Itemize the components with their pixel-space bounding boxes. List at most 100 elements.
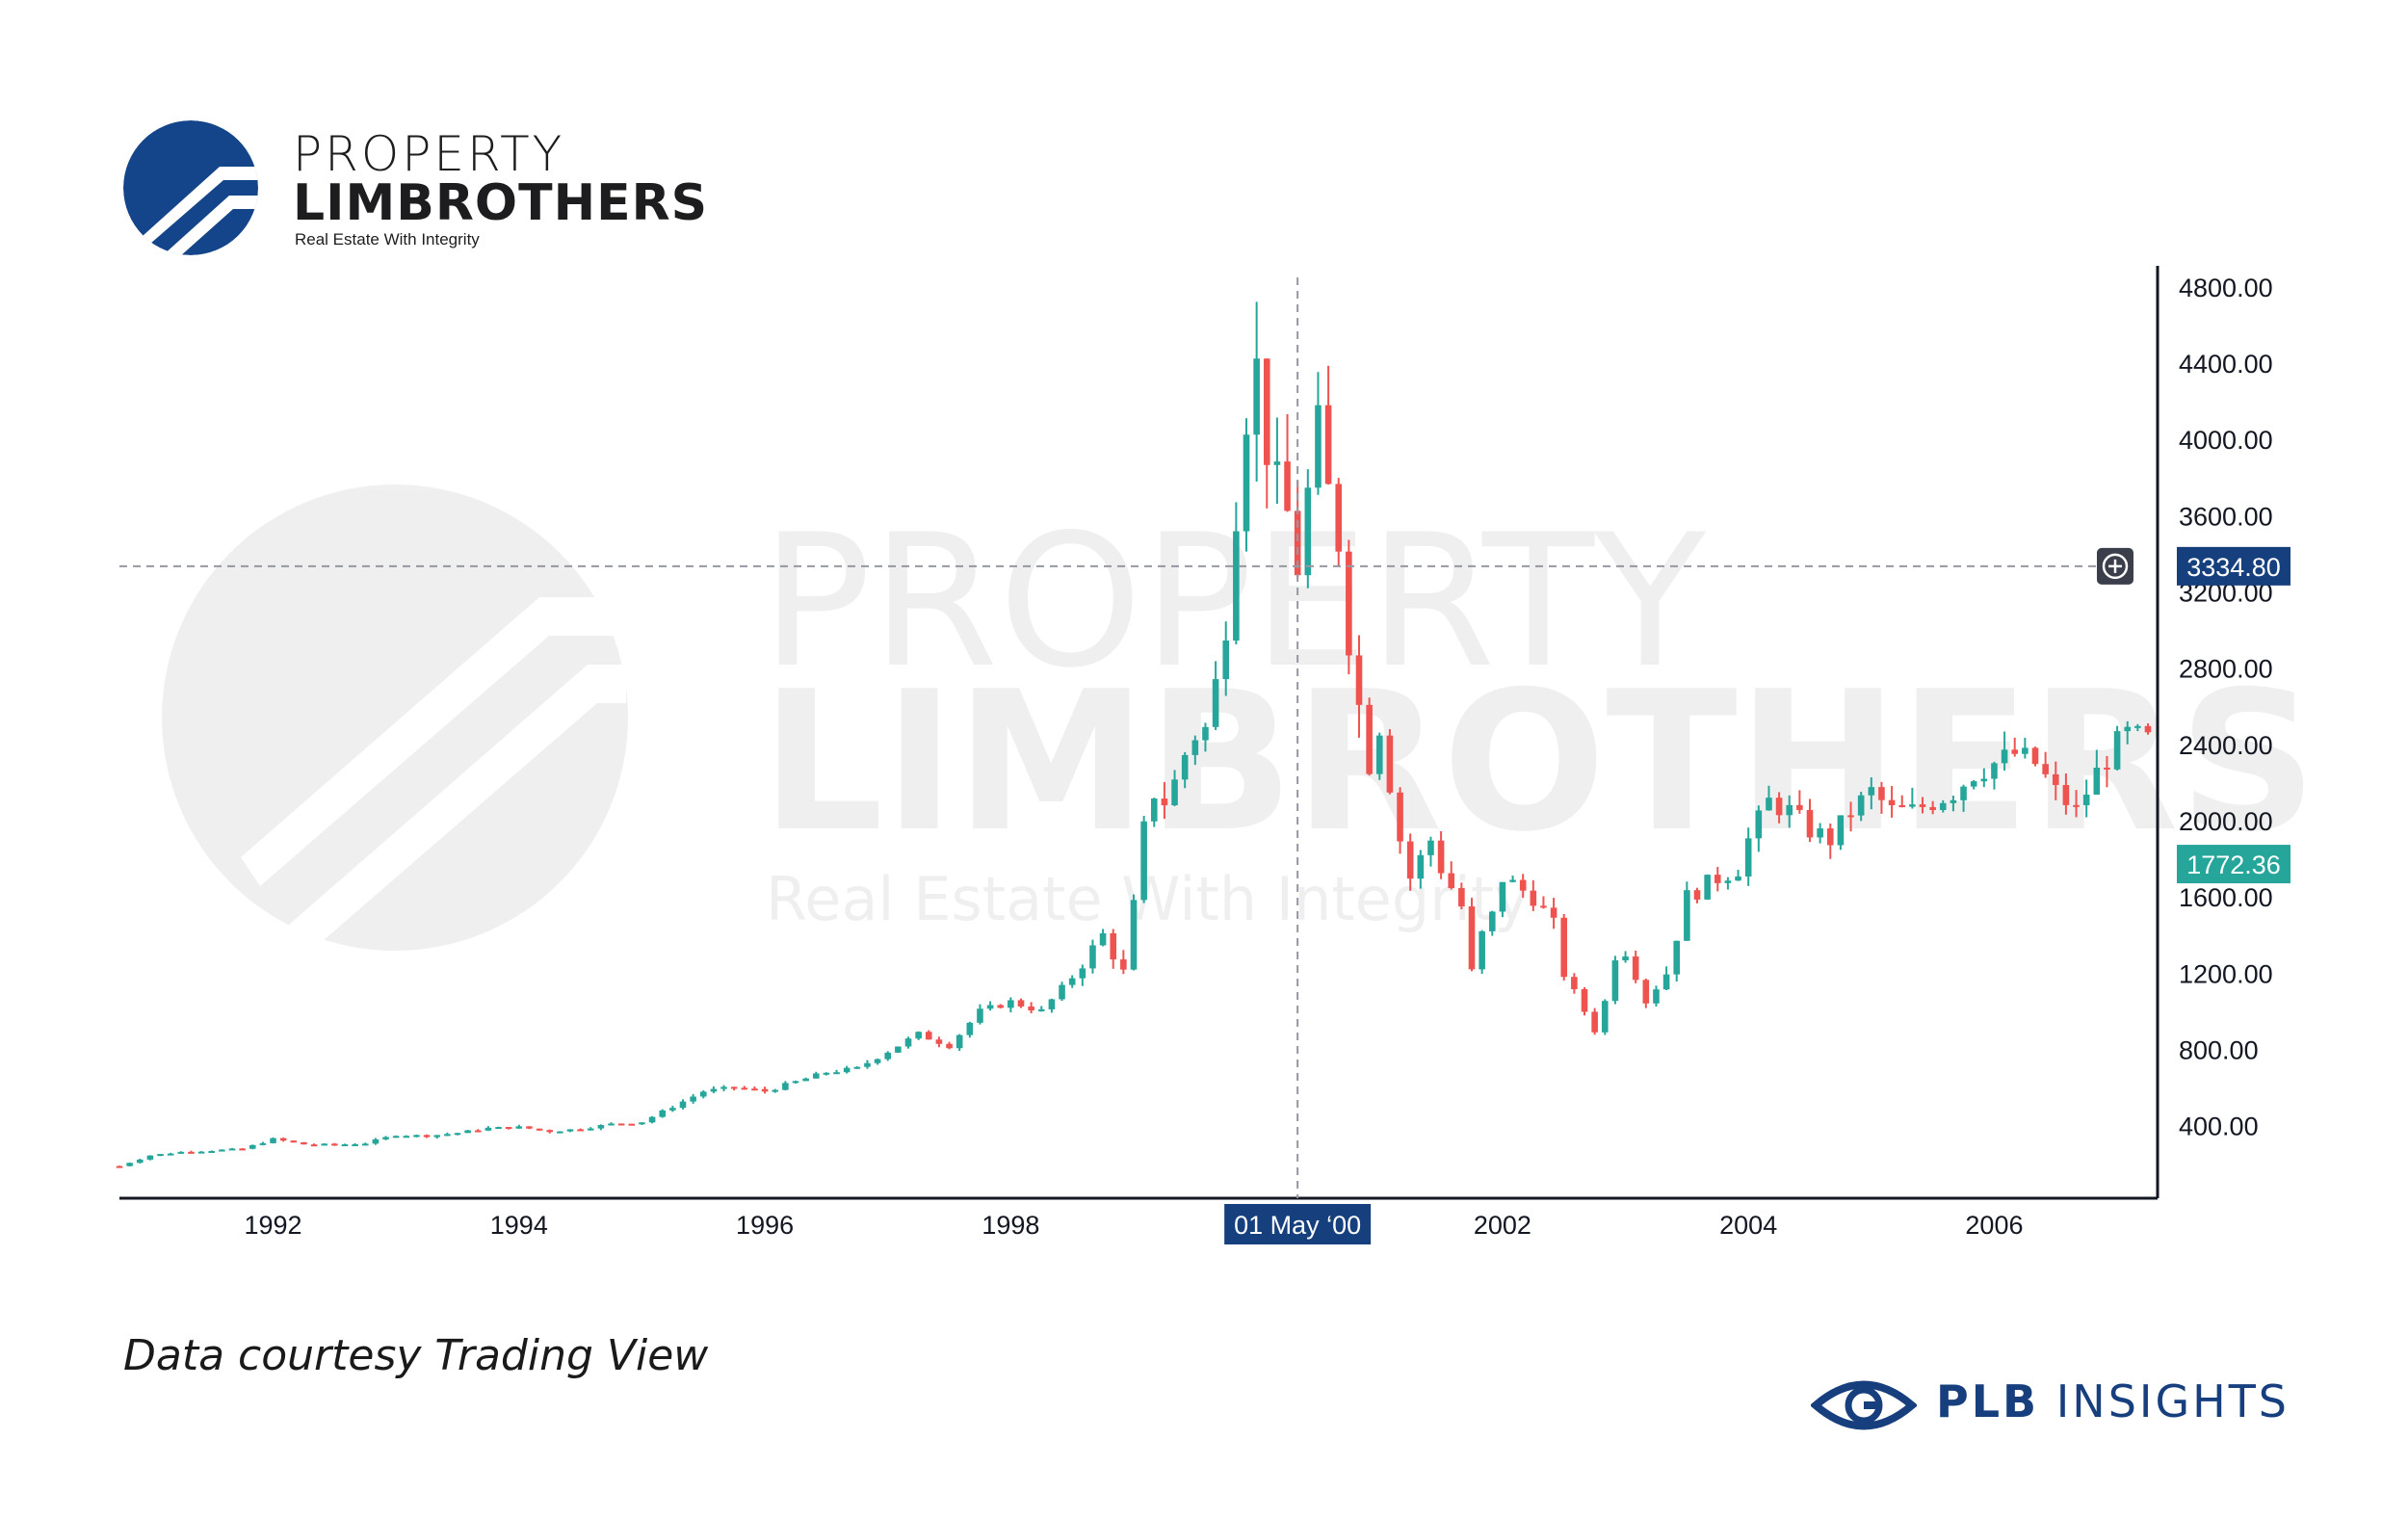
candle: [116, 1165, 123, 1168]
candle: [720, 1085, 727, 1091]
candle: [1662, 966, 1670, 991]
candle: [1212, 661, 1219, 731]
candle: [1960, 784, 1967, 812]
candle: [546, 1129, 554, 1134]
candle: [566, 1129, 574, 1133]
candle: [1386, 728, 1394, 795]
candle: [1684, 881, 1690, 941]
candle: [423, 1134, 431, 1138]
candle: [167, 1152, 174, 1156]
candle: [1817, 823, 1823, 844]
candle: [1653, 985, 1660, 1007]
candle: [597, 1124, 605, 1131]
candle: [464, 1130, 471, 1134]
candle: [2001, 731, 2008, 772]
x-tick-label: 2002: [1474, 1211, 1531, 1240]
data-source-note: Data courtesy Trading View: [123, 1331, 709, 1380]
candle: [782, 1081, 789, 1091]
candle: [1550, 898, 1557, 929]
candle: [659, 1109, 667, 1118]
candle: [853, 1066, 861, 1069]
brand-logo: PROPERTY LIMBROTHERS Real Estate With In…: [123, 120, 707, 265]
candle: [1766, 785, 1772, 811]
candle: [1622, 951, 1629, 963]
candle: [741, 1086, 748, 1090]
candle: [997, 1004, 1005, 1008]
candle: [1273, 417, 1281, 505]
candle: [157, 1153, 164, 1157]
candle: [1519, 874, 1527, 899]
candle: [1673, 940, 1681, 982]
candle: [946, 1041, 953, 1050]
candle: [219, 1149, 225, 1152]
candle: [290, 1139, 298, 1143]
candle: [413, 1134, 420, 1138]
candle: [2042, 751, 2049, 778]
watermark-line2: LIMBROTHERS: [761, 650, 2317, 875]
candle: [249, 1144, 256, 1150]
candle: [352, 1142, 358, 1146]
candle: [495, 1126, 502, 1130]
candle: [648, 1115, 656, 1124]
candles-group: [116, 301, 2152, 1168]
candle: [812, 1071, 820, 1079]
y-tick-label: 4000.00: [2179, 426, 2273, 455]
candle: [1315, 372, 1322, 495]
candle: [1909, 787, 1916, 809]
candle: [321, 1142, 328, 1146]
candle: [310, 1143, 318, 1147]
candle: [1017, 998, 1025, 1008]
candle: [259, 1141, 267, 1146]
candle: [1744, 827, 1752, 886]
candle: [2104, 755, 2110, 788]
candle: [792, 1080, 799, 1084]
candle: [1263, 358, 1270, 509]
candle: [730, 1086, 738, 1091]
candle: [1837, 815, 1845, 851]
candle: [515, 1124, 523, 1129]
candle: [1488, 910, 1496, 936]
candle: [1161, 781, 1168, 820]
y-tick-label: 2400.00: [2179, 731, 2273, 760]
candle: [935, 1036, 943, 1048]
candle: [1375, 732, 1383, 780]
candle: [1304, 469, 1312, 589]
crosshair-add-icon[interactable]: [2097, 547, 2133, 585]
candle: [208, 1150, 216, 1153]
brand-name-line2: LIMBROTHERS: [293, 174, 709, 232]
candle: [639, 1122, 645, 1125]
y-tick-label: 3600.00: [2179, 502, 2273, 531]
candle: [1448, 861, 1455, 890]
crosshair-price-text: 3334.80: [2186, 553, 2281, 582]
candle: [2113, 725, 2121, 771]
candle: [986, 1001, 994, 1011]
candle: [433, 1135, 441, 1139]
candle: [751, 1086, 758, 1091]
candle: [1120, 950, 1127, 975]
candle: [1417, 850, 1425, 889]
candle: [177, 1151, 185, 1154]
y-tick-label: 4400.00: [2179, 350, 2273, 379]
x-axis-ticks: 1992 1994 1996 1998 2002 2004 2006: [245, 1211, 2024, 1240]
candle: [925, 1030, 932, 1040]
candle: [403, 1135, 410, 1138]
candle: [874, 1059, 881, 1065]
candle: [1929, 800, 1936, 815]
candle: [2031, 746, 2039, 767]
x-tick-label: 1996: [736, 1211, 794, 1240]
candle: [361, 1142, 369, 1146]
y-tick-label: 2800.00: [2179, 655, 2273, 684]
candle: [279, 1137, 287, 1142]
candle: [1284, 413, 1291, 512]
candle: [1324, 365, 1332, 485]
candle: [1847, 801, 1854, 832]
candle: [1243, 418, 1250, 552]
candle: [2062, 773, 2070, 815]
candle: [1591, 1008, 1598, 1035]
candle: [1571, 973, 1578, 994]
candle: [577, 1128, 584, 1132]
candle: [1068, 975, 1076, 988]
candle: [1397, 787, 1403, 854]
candle: [1479, 929, 1485, 974]
